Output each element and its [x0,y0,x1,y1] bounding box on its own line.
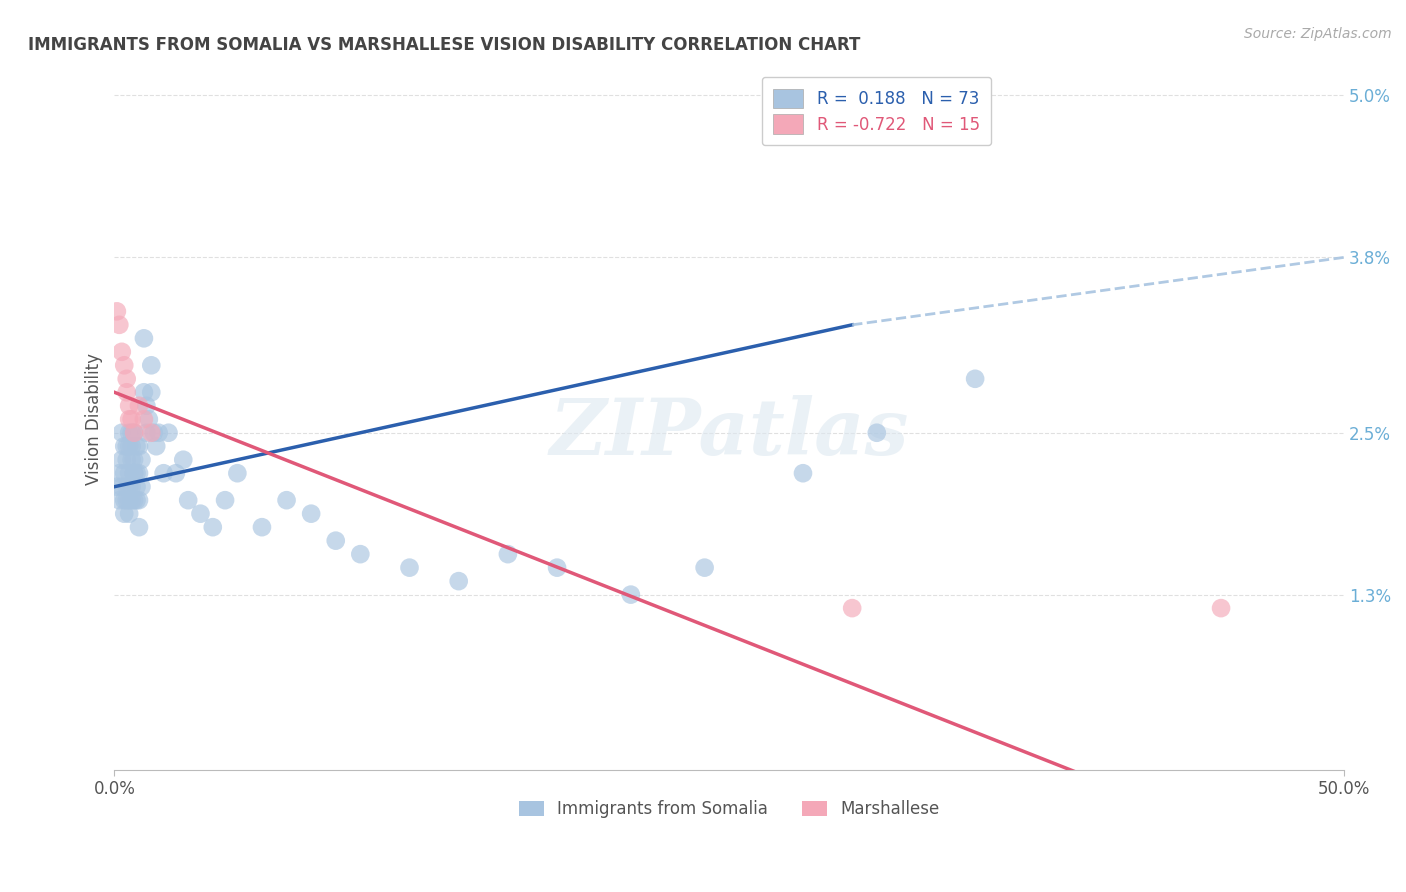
Point [792,467,814,481]
Point [112,467,135,481]
Point [125,480,148,494]
Point [121,439,143,453]
Point [177,493,200,508]
Point [112,493,135,508]
Point [148,425,170,440]
Point [135,425,157,440]
Point [325,533,347,548]
Point [115,439,138,453]
Point [141,359,163,373]
Point [118,507,141,521]
Point [546,560,568,574]
Point [118,425,141,440]
Point [128,520,150,534]
Point [118,480,141,494]
Point [132,412,155,426]
Point [122,452,145,467]
Point [214,493,236,508]
Point [118,399,141,413]
Point [125,493,148,508]
Point [226,467,249,481]
Point [122,425,145,440]
Text: ZIPatlas: ZIPatlas [550,395,908,472]
Point [131,452,153,467]
Point [128,493,150,508]
Point [112,439,135,453]
Point [125,439,148,453]
Point [121,412,143,426]
Point [447,574,470,589]
Point [142,425,165,440]
Point [115,385,138,400]
Point [620,588,643,602]
Point [128,467,150,481]
Point [496,547,519,561]
Point [105,304,128,318]
Point [125,467,148,481]
Point [122,493,145,508]
Point [157,425,180,440]
Point [115,493,138,508]
Point [172,452,194,467]
Point [122,425,145,440]
Point [128,439,150,453]
Point [141,385,163,400]
Point [111,425,134,440]
Point [190,507,212,521]
Text: IMMIGRANTS FROM SOMALIA VS MARSHALLESE VISION DISABILITY CORRELATION CHART: IMMIGRANTS FROM SOMALIA VS MARSHALLESE V… [28,36,860,54]
Point [121,493,143,508]
Point [138,412,160,426]
Point [115,372,138,386]
Text: Source: ZipAtlas.com: Source: ZipAtlas.com [1244,27,1392,41]
Point [112,507,135,521]
Point [118,412,141,426]
Point [121,425,143,440]
Point [135,399,157,413]
Point [118,439,141,453]
Point [693,560,716,574]
Point [398,560,420,574]
Point [111,480,134,494]
Point [128,399,150,413]
Point [112,359,135,373]
Point [122,467,145,481]
Point [841,601,863,615]
Point [132,331,155,345]
Point [115,452,138,467]
Point [965,372,987,386]
Point [122,467,145,481]
Point [165,467,187,481]
Point [299,507,322,521]
Point [276,493,298,508]
Point [105,480,128,494]
Point [121,452,143,467]
Point [1209,601,1232,615]
Point [111,452,134,467]
Point [121,480,143,494]
Point [115,480,138,494]
Point [152,467,174,481]
Legend: Immigrants from Somalia, Marshallese: Immigrants from Somalia, Marshallese [512,794,946,825]
Point [132,385,155,400]
Y-axis label: Vision Disability: Vision Disability [86,353,103,485]
Point [145,439,167,453]
Point [108,493,131,508]
Point [131,480,153,494]
Point [118,467,141,481]
Point [111,344,134,359]
Point [201,520,224,534]
Point [141,425,163,440]
Point [108,467,131,481]
Point [118,493,141,508]
Point [866,425,889,440]
Point [108,318,131,332]
Point [250,520,273,534]
Point [349,547,371,561]
